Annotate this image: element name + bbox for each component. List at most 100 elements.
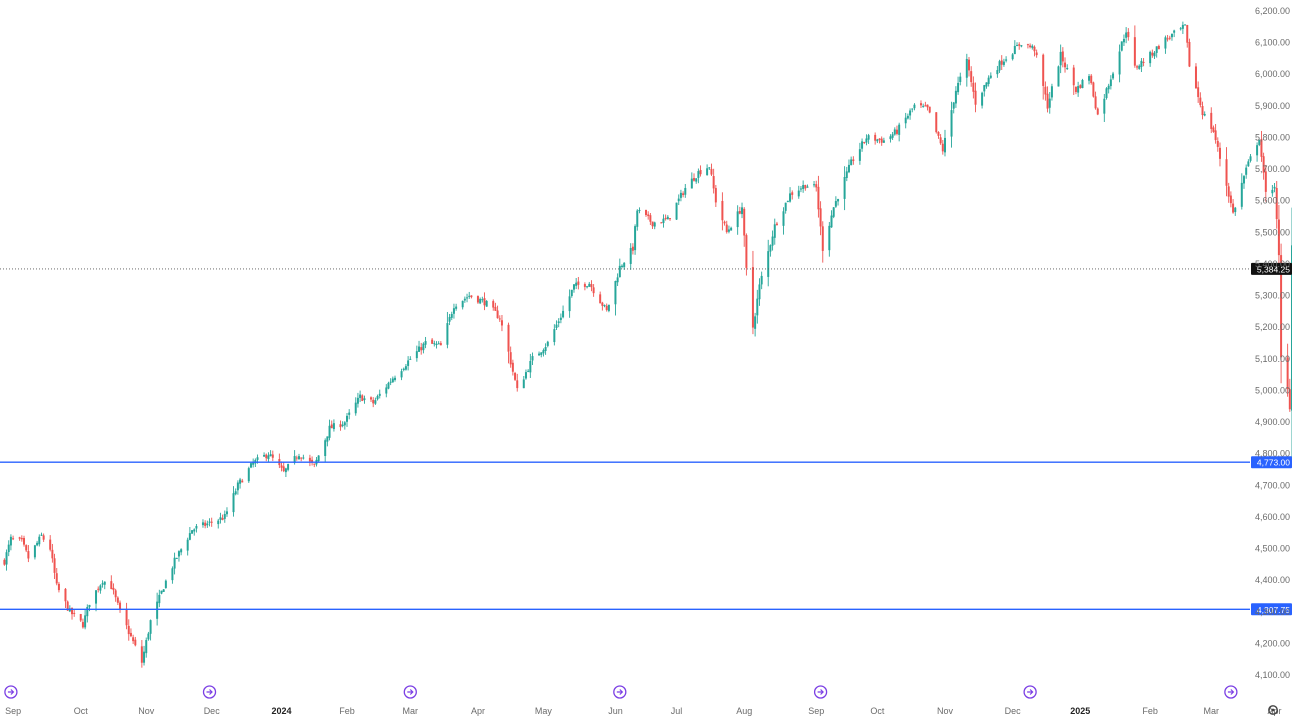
- candle-body: [247, 468, 250, 482]
- candle-body: [1203, 113, 1206, 116]
- horizontal-lines[interactable]: 4,773.00 4,307.75 5,384.25: [0, 262, 1292, 616]
- candle-body: [1277, 219, 1280, 256]
- candle-body: [607, 304, 610, 311]
- candle-body: [500, 320, 503, 326]
- candle-body: [791, 192, 794, 195]
- candle-body: [741, 207, 744, 215]
- candle-body: [834, 201, 837, 207]
- candle-body: [5, 552, 8, 565]
- candle-body: [708, 167, 711, 169]
- candle-body: [466, 297, 469, 299]
- candle-body: [1218, 147, 1221, 159]
- candle-body: [867, 135, 870, 140]
- time-tick-label: Oct: [74, 706, 89, 716]
- candle-body: [974, 90, 977, 105]
- candle-body: [618, 265, 621, 278]
- candle-body: [858, 149, 861, 161]
- price-tick-label: 6,100.00: [1255, 38, 1290, 48]
- candle-body: [1166, 38, 1169, 40]
- candle-body: [889, 136, 892, 140]
- candle-body: [1026, 44, 1029, 46]
- price-axis[interactable]: 4,100.00 4,200.00 4,300.00 4,400.00 4,500.00…: [1255, 6, 1290, 680]
- time-axis[interactable]: Sep Oct Nov Dec 2024 Feb Mar Apr May Jun Jul Aug Sep…: [5, 706, 1281, 716]
- candle-body: [263, 454, 266, 457]
- candle-body: [828, 225, 831, 251]
- candle-body: [293, 456, 296, 463]
- time-tick-label: Sep: [5, 706, 21, 716]
- candle-body: [959, 76, 962, 83]
- price-tick-label: 4,200.00: [1255, 638, 1290, 648]
- candle-body: [195, 526, 198, 529]
- candle-body: [249, 463, 252, 468]
- candle-body: [1229, 195, 1232, 204]
- candle-body: [852, 159, 855, 162]
- candle-body: [177, 551, 180, 557]
- candle-body: [784, 202, 787, 211]
- price-tick-label: 5,400.00: [1255, 259, 1290, 269]
- price-tick-label: 4,600.00: [1255, 512, 1290, 522]
- candle-body: [531, 356, 534, 361]
- candle-body: [51, 549, 54, 559]
- candle-body: [893, 129, 896, 135]
- candle-body: [880, 138, 883, 143]
- candle-body: [171, 568, 174, 581]
- candle-body: [727, 229, 730, 232]
- candle-body: [356, 397, 359, 404]
- candle-body: [164, 580, 167, 588]
- candle-body: [1262, 156, 1265, 173]
- candle-body: [25, 545, 28, 551]
- candle-body: [1050, 86, 1053, 98]
- candle-body: [634, 226, 637, 251]
- event-arrow-circle-icon: [613, 685, 627, 699]
- candle-body: [1212, 127, 1215, 132]
- candle-body: [391, 378, 394, 383]
- candle-body: [498, 318, 501, 320]
- candle-body: [418, 346, 421, 352]
- event-arrow-circle-icon: [1224, 685, 1238, 699]
- candle-body: [1127, 31, 1130, 38]
- candle-body: [1275, 188, 1278, 220]
- candle-body: [1013, 45, 1016, 55]
- last-price-label: 5,384.25: [1257, 264, 1290, 274]
- candle-body: [55, 573, 58, 584]
- candle-body: [553, 329, 556, 343]
- candle-body: [693, 178, 696, 181]
- candle-body: [1105, 88, 1108, 99]
- candle-body: [738, 211, 741, 214]
- candle-body: [132, 637, 135, 642]
- candle-body: [385, 387, 388, 394]
- candle-body: [332, 423, 335, 430]
- candle-body: [468, 295, 471, 297]
- candle-body: [125, 609, 128, 626]
- price-tick-label: 4,100.00: [1255, 670, 1290, 680]
- candle-body: [1232, 203, 1235, 213]
- candle-body: [1005, 59, 1008, 61]
- candle-body: [679, 192, 682, 198]
- candle-body: [3, 559, 6, 565]
- candle-body: [420, 347, 423, 351]
- candle-body: [987, 77, 990, 84]
- candle-body: [647, 214, 650, 217]
- horizontal-line-price-label: 4,773.00: [1257, 458, 1290, 468]
- candle-body: [760, 275, 763, 285]
- candle-body: [297, 456, 300, 460]
- candle-body: [1059, 51, 1062, 66]
- candle-body: [1033, 46, 1036, 52]
- candle-body: [989, 75, 992, 78]
- candle-body: [1142, 61, 1145, 63]
- candle-body: [837, 199, 840, 202]
- price-tick-label: 4,700.00: [1255, 480, 1290, 490]
- candle-body: [832, 207, 835, 217]
- candle-body: [651, 221, 654, 227]
- candle-body: [983, 85, 986, 92]
- candle-body: [1201, 105, 1204, 116]
- candle-body: [1247, 161, 1250, 167]
- settings-gear-icon[interactable]: [1264, 701, 1282, 719]
- time-tick-label: 2024: [272, 706, 292, 716]
- candle-body: [586, 286, 589, 288]
- event-markers[interactable]: [4, 685, 1238, 699]
- time-tick-label: May: [535, 706, 553, 716]
- candle-body: [675, 202, 678, 220]
- candle-body: [348, 412, 351, 415]
